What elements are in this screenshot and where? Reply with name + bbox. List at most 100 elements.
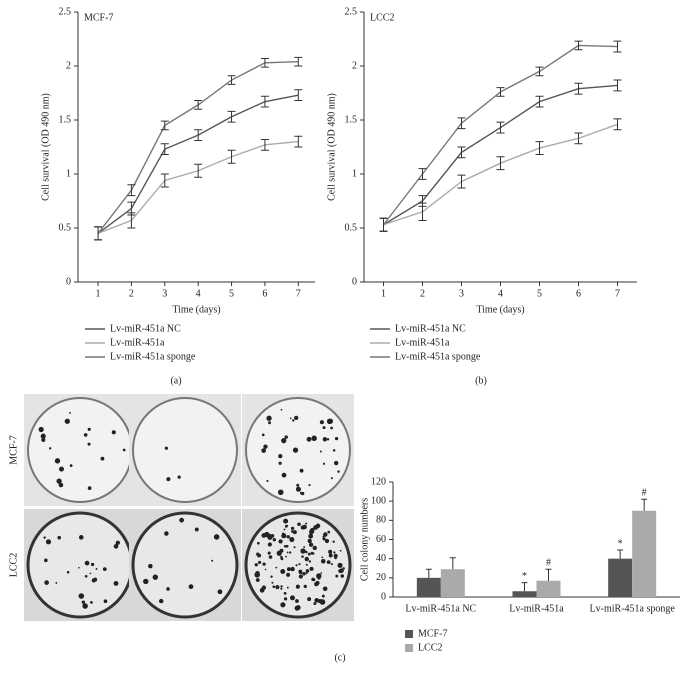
- dish: [131, 511, 239, 619]
- row-label: MCF-7: [8, 435, 19, 464]
- x-tick-label: 2: [129, 288, 134, 299]
- colony-dot: [279, 548, 284, 553]
- colony-dot: [305, 572, 308, 575]
- colony-dot: [164, 531, 169, 536]
- colony-dot: [302, 572, 306, 576]
- colony-dot: [335, 574, 339, 578]
- colony-dot: [315, 580, 320, 586]
- colony-dot: [308, 533, 314, 539]
- colony-dot: [292, 419, 295, 422]
- colony-dot: [267, 542, 272, 547]
- annotation: LCC2: [370, 12, 394, 23]
- colony-dot: [305, 550, 308, 554]
- colony-dot: [296, 483, 300, 487]
- colony-dot: [289, 417, 292, 420]
- colony-dot: [321, 594, 325, 598]
- colony-dot: [286, 524, 289, 527]
- colony-dot: [254, 563, 258, 567]
- colony-dot: [81, 600, 86, 604]
- colony-dot: [56, 478, 62, 484]
- error-bar: [457, 117, 466, 130]
- x-tick-label: 1: [381, 288, 386, 299]
- colony-dot: [313, 602, 317, 606]
- colony-dot: [268, 537, 271, 540]
- colony-dot: [310, 551, 314, 555]
- colony-dot: [113, 544, 119, 549]
- x-tick-label: 6: [576, 288, 581, 299]
- error-bar: [260, 57, 269, 68]
- colony-dot: [303, 546, 306, 548]
- error-bar: [613, 118, 622, 131]
- colony-dot: [268, 555, 273, 559]
- colony-dot: [328, 553, 333, 558]
- colony-dot: [267, 551, 271, 555]
- colony-dot: [322, 462, 326, 465]
- legend-label: LCC2: [418, 642, 442, 653]
- colony-dot: [270, 575, 273, 578]
- legend-label: Lv-miR-451a NC: [395, 323, 466, 334]
- colony-dot: [304, 556, 309, 562]
- colony-dot: [48, 447, 52, 450]
- legend-label: Lv-miR-451a sponge: [110, 351, 196, 362]
- colony-dot: [290, 526, 295, 531]
- y-tick-label: 1.5: [345, 114, 358, 125]
- x-tick-label: Lv-miR-451a sponge: [590, 603, 676, 614]
- error-bar: [227, 149, 236, 164]
- colony-dot: [275, 585, 280, 590]
- colony-dot: [319, 450, 322, 453]
- error-bar: [227, 75, 236, 85]
- y-axis-label: Cell survival (OD 490 nm): [40, 93, 51, 201]
- colony-dot: [280, 585, 283, 588]
- colony-dot: [339, 549, 342, 552]
- error-bar: [535, 95, 544, 108]
- colony-dot: [268, 535, 271, 538]
- y-tick-label: 0: [381, 591, 386, 602]
- x-tick-label: 6: [262, 288, 267, 299]
- error-bar: [613, 40, 622, 53]
- colony-dot: [290, 595, 295, 601]
- error-bar: [160, 143, 169, 156]
- colony-dot: [314, 598, 319, 603]
- colony-dot: [326, 418, 333, 425]
- colony-dot: [261, 433, 265, 437]
- colony-dot: [278, 461, 282, 465]
- y-tick-label: 0.5: [59, 222, 72, 233]
- colony-dot: [281, 472, 287, 478]
- colony-dot: [295, 599, 299, 603]
- significance-marker: *: [618, 538, 623, 549]
- error-bar: [127, 212, 136, 229]
- error-bar: [294, 89, 303, 102]
- error-bar: [574, 132, 583, 145]
- y-tick-label: 2: [66, 60, 71, 71]
- colony-dot: [152, 574, 159, 580]
- x-tick-label: 7: [296, 288, 301, 299]
- x-tick-label: 3: [162, 288, 167, 299]
- y-tick-label: 2: [352, 60, 357, 71]
- colony-dot: [307, 538, 312, 544]
- error-bar: [379, 217, 388, 232]
- colony-dot: [290, 566, 295, 572]
- colony-dot: [342, 567, 345, 570]
- colony-dot: [44, 580, 49, 585]
- error-bar: [425, 568, 432, 578]
- colony-dot: [40, 433, 46, 439]
- colony-dot: [300, 548, 306, 554]
- colony-dot: [281, 532, 285, 535]
- colony-dot: [211, 559, 214, 562]
- colony-dot: [309, 566, 314, 571]
- x-tick-label: 4: [498, 288, 503, 299]
- legend-label: Lv-miR-451a sponge: [395, 351, 481, 362]
- y-tick-label: 120: [371, 476, 386, 487]
- colony-dot: [311, 435, 317, 442]
- error-bar: [194, 129, 203, 142]
- dish: [27, 397, 133, 503]
- colony-dot: [299, 491, 303, 495]
- y-tick-label: 1.5: [59, 114, 72, 125]
- colony-dot: [89, 572, 92, 575]
- colony-dot: [312, 578, 316, 582]
- error-bar: [260, 95, 269, 108]
- colony-dot: [256, 552, 260, 556]
- colony-dot: [317, 576, 321, 580]
- colony-dot: [59, 466, 64, 472]
- significance-marker: #: [642, 488, 647, 499]
